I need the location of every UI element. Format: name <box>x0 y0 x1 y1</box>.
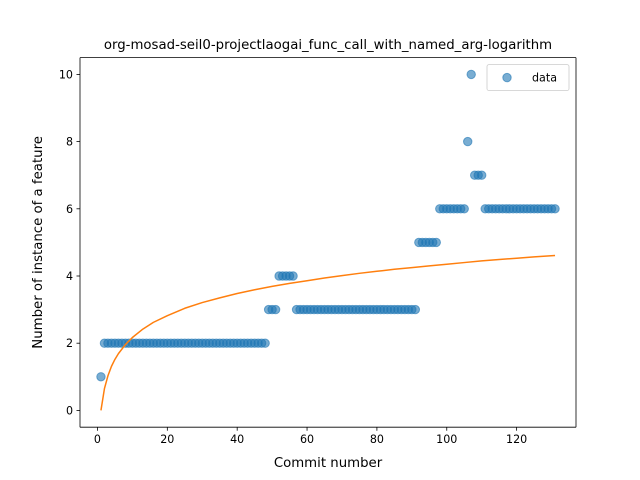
x-tick-label: 0 <box>94 433 101 446</box>
x-tick-label: 40 <box>230 433 244 446</box>
y-tick-label: 0 <box>66 404 73 417</box>
x-axis-label: Commit number <box>274 456 383 471</box>
y-tick-label: 4 <box>66 270 73 283</box>
x-tick-label: 100 <box>436 433 457 446</box>
data-point <box>476 170 487 180</box>
y-tick-label: 6 <box>66 203 73 216</box>
x-tick-label: 20 <box>160 433 174 446</box>
y-tick-label: 2 <box>66 337 73 350</box>
data-point <box>270 304 281 315</box>
data-point <box>463 136 473 147</box>
data-point <box>431 237 441 248</box>
data-point <box>550 204 560 214</box>
x-tick-label: 120 <box>506 433 527 446</box>
axes <box>79 57 577 428</box>
chart-title: org-mosad-seil0-projectlaogai_func_call_… <box>104 38 552 53</box>
legend-frame <box>486 64 570 91</box>
data-point <box>260 338 270 348</box>
y-ticks: 0 2 4 6 8 10 <box>59 68 80 417</box>
data-point <box>96 372 106 382</box>
data-layer <box>96 69 560 411</box>
x-tick-label: 80 <box>370 433 384 446</box>
legend-marker-data <box>502 72 512 83</box>
data-point <box>410 304 421 315</box>
data-point <box>288 271 298 281</box>
data-point <box>459 204 469 214</box>
legend: data <box>486 64 570 91</box>
data-point <box>466 69 476 80</box>
x-ticks: 0 20 40 60 80 100 120 <box>94 427 527 446</box>
y-axis-label: Number of instance of a feature <box>31 136 46 349</box>
x-tick-label: 60 <box>300 433 314 446</box>
fit-line <box>100 254 556 411</box>
y-tick-label: 10 <box>59 68 73 81</box>
legend-label-data: data <box>532 72 557 85</box>
y-tick-label: 8 <box>66 136 73 149</box>
plot-area <box>80 57 576 428</box>
